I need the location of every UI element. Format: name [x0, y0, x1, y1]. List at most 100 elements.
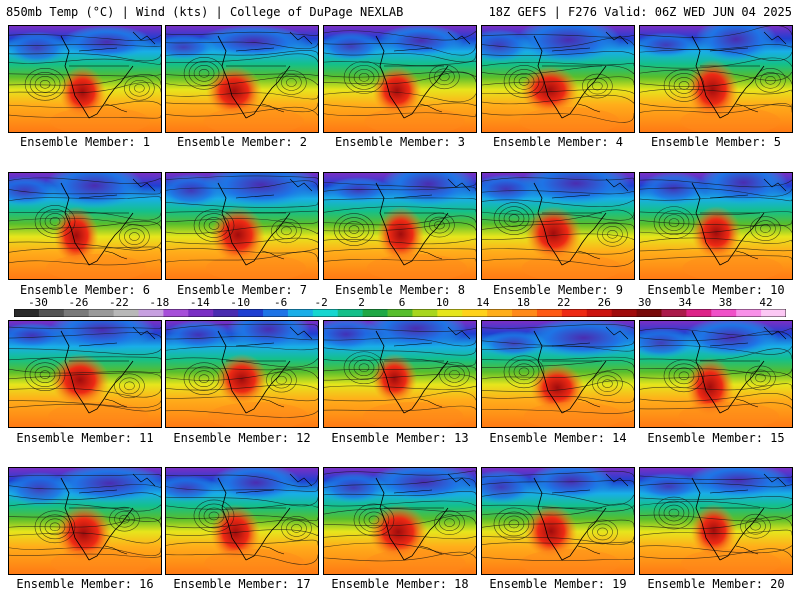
- colorbar-bin: [536, 309, 563, 317]
- temperature-map: [640, 468, 792, 574]
- ensemble-panel: [165, 320, 319, 428]
- ensemble-member-label: Ensemble Member: 3: [334, 135, 466, 149]
- temperature-map: [640, 26, 792, 132]
- colorbar-tick-label: 18: [516, 296, 530, 309]
- colorbar-bin: [312, 309, 339, 317]
- temperature-map: [9, 26, 161, 132]
- ensemble-member-label: Ensemble Member: 16: [16, 577, 154, 591]
- colorbar-bin: [263, 309, 289, 317]
- temperature-map: [166, 26, 318, 132]
- colorbar-tick-label: -22: [108, 296, 129, 309]
- ensemble-panel: [639, 467, 793, 575]
- ensemble-member-label: Ensemble Member: 14: [489, 431, 627, 445]
- colorbar-tick-label: 2: [358, 296, 365, 309]
- colorbar-tick-label: -10: [230, 296, 251, 309]
- ensemble-panel: [639, 172, 793, 280]
- colorbar-tick-label: 22: [557, 296, 571, 309]
- colorbar-bin: [611, 309, 638, 317]
- temperature-map: [324, 26, 476, 132]
- header: 850mb Temp (°C) | Wind (kts) | College o…: [0, 0, 800, 24]
- ensemble-panel: [165, 467, 319, 575]
- temperature-map: [166, 468, 318, 574]
- colorbar-bin: [462, 309, 488, 317]
- temperature-map: [482, 173, 634, 279]
- ensemble-panel: [8, 172, 162, 280]
- colorbar-bin: [287, 309, 314, 317]
- colorbar-tick-label: 26: [597, 296, 611, 309]
- colorbar-bin: [512, 309, 538, 317]
- run-valid-time: 18Z GEFS | F276 Valid: 06Z WED JUN 04 20…: [488, 5, 792, 19]
- ensemble-member-label: Ensemble Member: 18: [331, 577, 469, 591]
- colorbar-tick-label: -18: [149, 296, 170, 309]
- colorbar-bin: [636, 309, 662, 317]
- temperature-map: [640, 321, 792, 427]
- ensemble-member-label: Ensemble Member: 17: [173, 577, 311, 591]
- temperature-map: [9, 173, 161, 279]
- colorbar-bin: [412, 309, 438, 317]
- colorbar-bin: [14, 309, 40, 317]
- colorbar-bin: [661, 309, 687, 317]
- colorbar-bin: [38, 309, 65, 317]
- ensemble-panel: [639, 25, 793, 133]
- colorbar-bin: [487, 309, 513, 317]
- temperature-map: [482, 321, 634, 427]
- temperature-map: [166, 173, 318, 279]
- colorbar-tick-label: 14: [476, 296, 490, 309]
- temperature-map: [9, 468, 161, 574]
- colorbar-bin: [238, 309, 264, 317]
- product-title: 850mb Temp (°C) | Wind (kts) | College o…: [6, 5, 404, 19]
- colorbar-tick-label: -6: [274, 296, 288, 309]
- ensemble-member-label: Ensemble Member: 4: [492, 135, 624, 149]
- colorbar-bin: [213, 309, 239, 317]
- ensemble-member-label: Ensemble Member: 1: [19, 135, 151, 149]
- colorbar-bin: [362, 309, 389, 317]
- temperature-colorbar: [14, 309, 786, 317]
- colorbar-tick-label: 34: [678, 296, 692, 309]
- colorbar-tick-label: 42: [759, 296, 773, 309]
- colorbar-tick-label: -26: [68, 296, 89, 309]
- ensemble-panel: [323, 467, 477, 575]
- colorbar-bin: [88, 309, 115, 317]
- ensemble-panel: [481, 467, 635, 575]
- colorbar-bin: [63, 309, 90, 317]
- colorbar-bin: [761, 309, 786, 317]
- ensemble-panel: [323, 25, 477, 133]
- colorbar-tick-label: 6: [398, 296, 406, 309]
- temperature-map: [166, 321, 318, 427]
- temperature-map: [482, 468, 634, 574]
- ensemble-member-label: Ensemble Member: 13: [331, 431, 469, 445]
- ensemble-panel: [639, 320, 793, 428]
- ensemble-member-label: Ensemble Member: 2: [176, 135, 308, 149]
- ensemble-panel: [481, 25, 635, 133]
- colorbar-bin: [736, 309, 762, 317]
- colorbar-bin: [686, 309, 712, 317]
- ensemble-member-label: Ensemble Member: 15: [647, 431, 785, 445]
- ensemble-panel: [481, 320, 635, 428]
- colorbar-tick-label: 10: [435, 296, 450, 309]
- ensemble-member-label: Ensemble Member: 6: [19, 283, 151, 297]
- temperature-map: [324, 468, 476, 574]
- ensemble-panel: [8, 25, 162, 133]
- colorbar-bin: [138, 309, 164, 317]
- colorbar-tick-label: -14: [189, 296, 210, 309]
- colorbar-bin: [586, 309, 613, 317]
- colorbar-bin: [188, 309, 214, 317]
- colorbar-bin: [711, 309, 737, 317]
- ensemble-panel: [165, 172, 319, 280]
- ensemble-member-label: Ensemble Member: 7: [176, 283, 308, 297]
- colorbar-bin: [561, 309, 588, 317]
- colorbar-bin: [337, 309, 364, 317]
- temperature-map: [324, 173, 476, 279]
- ensemble-panel: [323, 172, 477, 280]
- colorbar-tick-label: -30: [28, 296, 48, 309]
- temperature-map: [9, 321, 161, 427]
- ensemble-member-label: Ensemble Member: 9: [492, 283, 624, 297]
- ensemble-panel: [8, 467, 162, 575]
- colorbar-tick-label: 30: [638, 296, 652, 309]
- ensemble-member-label: Ensemble Member: 5: [650, 135, 782, 149]
- colorbar-tick-label: -2: [314, 296, 328, 309]
- colorbar-labels: -30 -26 -22 -18 -14 -10 -6 -2 2 6 10 14 18 22 26 30 34 38…: [0, 296, 800, 310]
- ensemble-member-label: Ensemble Member: 20: [647, 577, 785, 591]
- ensemble-panel: [165, 25, 319, 133]
- ensemble-member-label: Ensemble Member: 12: [173, 431, 311, 445]
